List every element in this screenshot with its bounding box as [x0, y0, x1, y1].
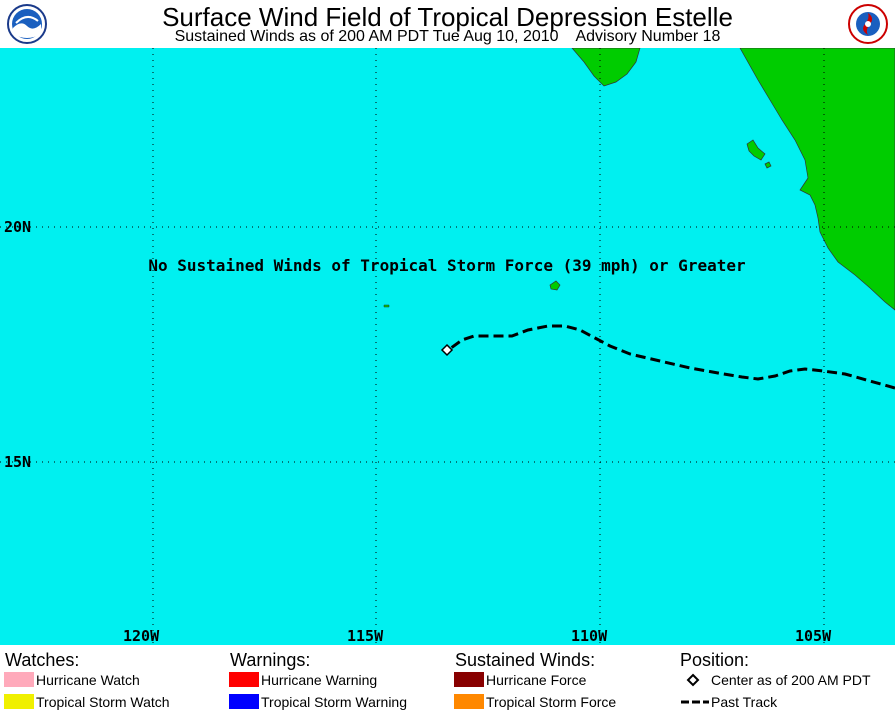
- past-track-line: [446, 324, 895, 390]
- diamond-icon: [686, 673, 700, 687]
- hurricane-force-swatch: [454, 672, 484, 687]
- legend-winds-heading: Sustained Winds:: [455, 650, 596, 670]
- tropical-storm-force-label: Tropical Storm Force: [486, 694, 617, 710]
- legend-warnings-heading: Warnings:: [230, 650, 311, 670]
- hurricane-watch-swatch: [4, 672, 34, 687]
- tropical-storm-warning-swatch: [229, 694, 259, 709]
- lon-label-105w: 105W: [795, 627, 832, 645]
- map-subtitle: Sustained Winds as of 200 AM PDT Tue Aug…: [174, 28, 721, 45]
- hurricane-force-label: Hurricane Force: [486, 672, 587, 688]
- mexico-coast-land: [739, 48, 895, 311]
- center-position-label: Center as of 200 AM PDT: [711, 672, 871, 688]
- storm-map: 20N 15N 120W 115W 110W 105W No Sustained…: [0, 48, 895, 645]
- hurricane-warning-swatch: [229, 672, 259, 687]
- lon-label-120w: 120W: [123, 627, 160, 645]
- hurricane-warning-label: Hurricane Warning: [261, 672, 378, 688]
- tropical-storm-force-swatch: [454, 694, 484, 709]
- baja-california-land: [571, 48, 641, 87]
- tropical-storm-warning-label: Tropical Storm Warning: [261, 694, 408, 710]
- noaa-logo-icon: [7, 4, 47, 44]
- legend: Watches: Hurricane Watch Tropical Storm …: [0, 645, 895, 716]
- map-header: Surface Wind Field of Tropical Depressio…: [0, 0, 895, 48]
- past-track-label: Past Track: [711, 694, 778, 710]
- map-title: Surface Wind Field of Tropical Depressio…: [162, 2, 733, 32]
- clarion-island: [383, 304, 390, 308]
- legend-watches-heading: Watches:: [5, 650, 80, 670]
- nws-logo-icon: [848, 4, 888, 44]
- storm-center-diamond-icon: [440, 343, 454, 357]
- dashed-line-icon: [681, 700, 709, 704]
- hurricane-watch-label: Hurricane Watch: [36, 672, 140, 688]
- small-island: [764, 161, 772, 169]
- no-winds-message: No Sustained Winds of Tropical Storm For…: [148, 256, 745, 275]
- lat-label-20n: 20N: [4, 218, 31, 236]
- tres-marias-island: [746, 139, 766, 161]
- lat-label-15n: 15N: [4, 453, 31, 471]
- legend-position-heading: Position:: [680, 650, 750, 670]
- lon-label-110w: 110W: [571, 627, 608, 645]
- tropical-storm-watch-swatch: [4, 694, 34, 709]
- lon-label-115w: 115W: [347, 627, 384, 645]
- socorro-island: [549, 280, 561, 291]
- tropical-storm-watch-label: Tropical Storm Watch: [36, 694, 170, 710]
